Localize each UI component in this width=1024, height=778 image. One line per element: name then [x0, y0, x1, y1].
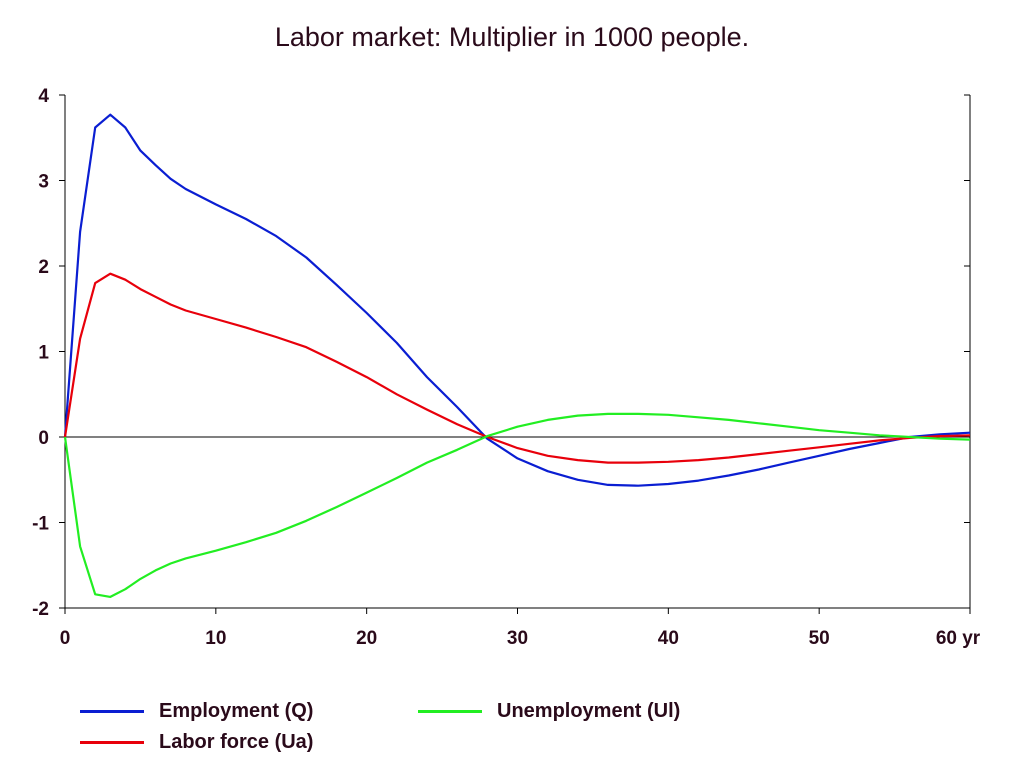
x-tick-label: 0 [60, 628, 71, 649]
y-tick-label: 0 [38, 428, 49, 449]
series-line-employment-q [63, 113, 971, 487]
x-tick-label: 20 [356, 628, 377, 649]
x-tick-label: 10 [205, 628, 226, 649]
series-line-unemployment-ul [63, 412, 971, 599]
y-tick-label: 4 [38, 86, 49, 107]
chart-title: Labor market: Multiplier in 1000 people. [274, 22, 750, 52]
x-tick-label: 60 yr [936, 628, 981, 649]
x-tick-label: 40 [658, 628, 679, 649]
series-line-labor-force-ua [63, 272, 971, 464]
y-tick-label: 1 [38, 343, 49, 364]
y-tick-label: -2 [32, 599, 49, 620]
y-tick-label: -1 [32, 514, 49, 535]
x-tick-label: 50 [809, 628, 830, 649]
axes [59, 94, 971, 614]
y-tick-label: 3 [38, 172, 49, 193]
series-lines [63, 113, 971, 599]
x-tick-label: 30 [507, 628, 528, 649]
y-tick-label: 2 [38, 257, 49, 278]
